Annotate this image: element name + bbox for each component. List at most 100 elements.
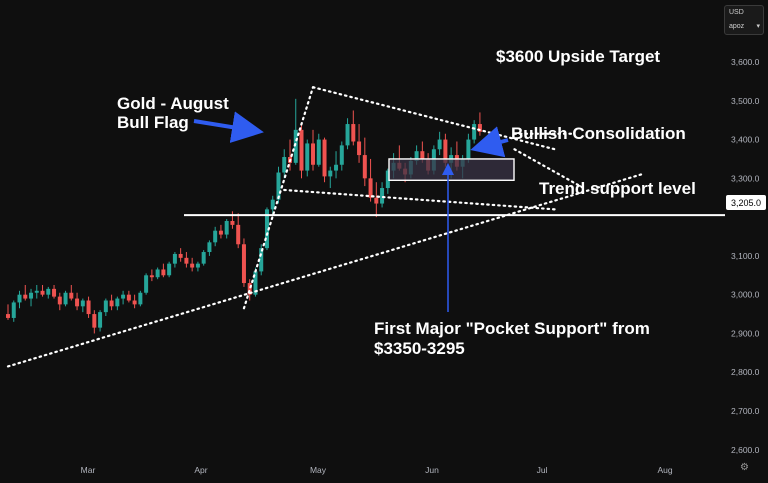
price-marker-label: 3,205.0	[731, 198, 761, 208]
candle-body	[420, 151, 425, 159]
candle-body	[167, 263, 172, 276]
price-marker-box	[726, 195, 766, 210]
gear-icon[interactable]: ⚙	[740, 462, 749, 473]
candle-body	[253, 271, 258, 295]
candle-body	[92, 314, 97, 328]
candle-body	[57, 296, 62, 305]
candle-body	[236, 224, 241, 245]
flag-upper-line	[311, 86, 556, 151]
candle-body	[380, 188, 385, 204]
candle-body	[69, 292, 74, 299]
candle-body	[63, 292, 68, 305]
bull-flag-arrow	[193, 111, 264, 143]
candle-body	[11, 302, 16, 318]
candle-body	[374, 197, 379, 204]
candle-body	[414, 151, 419, 161]
candle-body	[362, 155, 367, 179]
candle-body	[466, 139, 471, 159]
upside-target-label: $3600 Upside Target	[496, 47, 660, 66]
candle-body	[46, 288, 51, 295]
pennant-lower-line	[513, 148, 585, 190]
candle-body	[144, 275, 149, 293]
candle-body	[195, 263, 200, 268]
bull-flag-label-line2: Bull Flag	[117, 113, 189, 132]
candle-body	[23, 294, 28, 299]
x-tick-label: May	[310, 465, 327, 475]
candle-body	[218, 230, 223, 235]
pocket-support-box	[388, 158, 515, 181]
currency-selector[interactable]: USD apoz ▾	[724, 5, 764, 35]
x-tick-label: Jun	[425, 465, 439, 475]
bullish-consolidation-label: Bullish Consolidation	[511, 124, 686, 143]
candle-body	[29, 292, 34, 299]
candle-body	[34, 290, 39, 293]
candle-body	[121, 294, 126, 299]
candle-body	[201, 252, 206, 264]
y-tick-label: 2,600.0	[731, 445, 760, 455]
candle-body	[334, 164, 339, 171]
candle-body	[224, 220, 229, 235]
candle-body	[270, 199, 275, 210]
candle-body	[351, 124, 356, 142]
candle-body	[98, 312, 103, 328]
candle-body	[155, 269, 160, 278]
y-tick-label: 3,000.0	[731, 290, 760, 300]
candle-body	[472, 124, 477, 140]
candle-body	[443, 139, 448, 163]
x-tick-label: Jul	[537, 465, 548, 475]
y-tick-label: 3,600.0	[731, 57, 760, 67]
candle-body	[17, 294, 22, 303]
candle-body	[80, 300, 85, 307]
candle-body	[109, 300, 114, 307]
x-tick-label: Apr	[194, 465, 207, 475]
candle-body	[178, 253, 183, 258]
mode-label: apoz	[729, 23, 745, 30]
y-tick-label: 3,400.0	[731, 135, 760, 145]
currency-label: USD	[729, 9, 744, 16]
bull-flag-label-line1: Gold - August	[117, 94, 229, 113]
candle-body	[213, 230, 218, 243]
candle-body	[357, 141, 362, 156]
candle-body	[345, 124, 350, 146]
chevron-down-icon: ▾	[756, 23, 760, 30]
pocket-support-label-line2: $3350-3295	[374, 339, 465, 358]
candle-body	[282, 157, 287, 173]
candle-body	[52, 288, 57, 297]
pocket-support-label-line1: First Major "Pocket Support" from	[374, 319, 650, 338]
consolidation-arrow	[470, 126, 509, 158]
candle-body	[126, 294, 131, 301]
y-tick-label: 3,300.0	[731, 173, 760, 183]
y-tick-label: 2,800.0	[731, 367, 760, 377]
candle-body	[172, 253, 177, 264]
candle-body	[311, 143, 316, 165]
x-axis: Mar Apr May Jun Jul Aug	[81, 465, 673, 475]
candle-body	[264, 209, 269, 249]
flag-lower-line	[283, 188, 556, 211]
candle-body	[259, 248, 264, 272]
x-tick-label: Aug	[657, 465, 672, 475]
candle-body	[161, 269, 166, 276]
candle-body	[103, 300, 108, 313]
candle-body	[247, 283, 252, 295]
candle-body	[190, 263, 195, 268]
candle-body	[437, 139, 442, 150]
x-tick-label: Mar	[81, 465, 96, 475]
candle-body	[230, 220, 235, 225]
candle-body	[40, 290, 45, 295]
y-tick-label: 2,700.0	[731, 406, 760, 416]
candle-body	[241, 244, 246, 284]
candle-body	[6, 314, 10, 318]
candle-body	[339, 145, 344, 165]
trend-support-label: Trend support level	[539, 179, 696, 198]
candle-body	[132, 300, 137, 305]
candle-body	[115, 298, 120, 307]
y-tick-label: 3,500.0	[731, 96, 760, 106]
candle-body	[86, 300, 91, 315]
candle-body	[305, 143, 310, 171]
candle-body	[322, 139, 327, 177]
candle-body	[75, 298, 80, 307]
rising-trendline	[6, 173, 643, 368]
y-axis: 3,600.0 3,500.0 3,400.0 3,300.0 3,100.0 3,000…	[731, 57, 760, 455]
candle-body	[276, 172, 281, 200]
